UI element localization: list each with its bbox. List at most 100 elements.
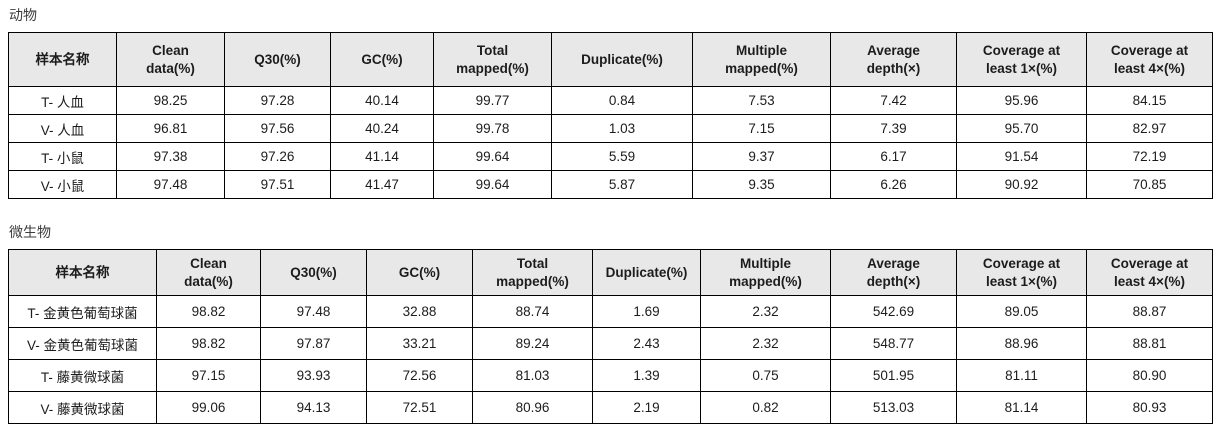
column-header-duplicate: Duplicate(%) — [592, 249, 701, 296]
table-cell: 2.32 — [700, 327, 831, 360]
table-cell: 9.35 — [692, 170, 831, 199]
column-header-coverage-1x: Coverage at least 1×(%) — [956, 249, 1087, 296]
table-cell: 1.03 — [551, 114, 693, 143]
table-cell: 2.19 — [592, 391, 701, 424]
table-cell: 1.69 — [592, 295, 701, 328]
table-cell: 7.39 — [830, 114, 957, 143]
column-header-sample-name: 样本名称 — [8, 32, 117, 87]
table-cell: 40.24 — [330, 114, 434, 143]
table-cell: 80.96 — [472, 391, 593, 424]
column-header-total-mapped: Total mapped(%) — [472, 249, 593, 296]
table-cell: 95.70 — [956, 114, 1087, 143]
column-header-multiple-mapped: Multiple mapped(%) — [700, 249, 831, 296]
table-cell: 97.38 — [116, 142, 225, 171]
table-cell: 80.90 — [1086, 359, 1213, 392]
sample-name-cell: V- 人血 — [8, 114, 117, 143]
table-row: V- 人血 96.81 97.56 40.24 99.78 1.03 7.15 … — [8, 114, 1213, 143]
table-cell: 99.64 — [433, 142, 552, 171]
column-header-average-depth: Average depth(×) — [830, 249, 957, 296]
microbes-table: 样本名称 Clean data(%) Q30(%) GC(%) Total ma… — [8, 249, 1213, 424]
table-cell: 9.37 — [692, 142, 831, 171]
table-cell: 542.69 — [830, 295, 957, 328]
column-header-gc: GC(%) — [366, 249, 473, 296]
table-cell: 99.06 — [156, 391, 261, 424]
table-row: T- 小鼠 97.38 97.26 41.14 99.64 5.59 9.37 … — [8, 142, 1213, 171]
table-cell: 89.24 — [472, 327, 593, 360]
table-cell: 96.81 — [116, 114, 225, 143]
table-cell: 88.74 — [472, 295, 593, 328]
table-cell: 0.82 — [700, 391, 831, 424]
table-cell: 82.97 — [1086, 114, 1213, 143]
table-cell: 0.75 — [700, 359, 831, 392]
column-header-gc: GC(%) — [330, 32, 434, 87]
sample-name-cell: V- 藤黄微球菌 — [8, 391, 157, 424]
table-cell: 513.03 — [830, 391, 957, 424]
table-cell: 88.81 — [1086, 327, 1213, 360]
sample-name-cell: T- 人血 — [8, 86, 117, 115]
table-cell: 98.82 — [156, 295, 261, 328]
column-header-total-mapped: Total mapped(%) — [433, 32, 552, 87]
table-cell: 33.21 — [366, 327, 473, 360]
table-row: T- 藤黄微球菌 97.15 93.93 72.56 81.03 1.39 0.… — [8, 359, 1213, 392]
table-cell: 99.78 — [433, 114, 552, 143]
table-cell: 97.56 — [224, 114, 331, 143]
sample-name-cell: T- 藤黄微球菌 — [8, 359, 157, 392]
table-cell: 95.96 — [956, 86, 1087, 115]
table-cell: 0.84 — [551, 86, 693, 115]
table-cell: 501.95 — [830, 359, 957, 392]
sample-name-cell: V- 小鼠 — [8, 170, 117, 199]
table-cell: 94.13 — [260, 391, 367, 424]
column-header-clean-data: Clean data(%) — [156, 249, 261, 296]
table-row: T- 金黄色葡萄球菌 98.82 97.48 32.88 88.74 1.69 … — [8, 295, 1213, 328]
table-cell: 84.15 — [1086, 86, 1213, 115]
table-cell: 88.96 — [956, 327, 1087, 360]
table-cell: 41.14 — [330, 142, 434, 171]
table-cell: 97.48 — [260, 295, 367, 328]
table-cell: 97.51 — [224, 170, 331, 199]
table-cell: 81.14 — [956, 391, 1087, 424]
microbes-header-row: 样本名称 Clean data(%) Q30(%) GC(%) Total ma… — [8, 249, 1213, 296]
table-cell: 89.05 — [956, 295, 1087, 328]
column-header-coverage-4x: Coverage at least 4×(%) — [1086, 32, 1213, 87]
table-cell: 72.51 — [366, 391, 473, 424]
table-cell: 72.56 — [366, 359, 473, 392]
animals-table-title: 动物 — [9, 7, 37, 23]
table-cell: 81.11 — [956, 359, 1087, 392]
table-cell: 81.03 — [472, 359, 593, 392]
table-cell: 1.39 — [592, 359, 701, 392]
table-cell: 5.59 — [551, 142, 693, 171]
table-cell: 70.85 — [1086, 170, 1213, 199]
sample-name-cell: T- 金黄色葡萄球菌 — [8, 295, 157, 328]
table-cell: 40.14 — [330, 86, 434, 115]
table-cell: 97.87 — [260, 327, 367, 360]
table-cell: 93.93 — [260, 359, 367, 392]
table-cell: 7.42 — [830, 86, 957, 115]
table-cell: 2.43 — [592, 327, 701, 360]
table-cell: 97.48 — [116, 170, 225, 199]
table-cell: 97.26 — [224, 142, 331, 171]
column-header-clean-data: Clean data(%) — [116, 32, 225, 87]
animals-table: 样本名称 Clean data(%) Q30(%) GC(%) Total ma… — [8, 32, 1213, 199]
table-row: V- 藤黄微球菌 99.06 94.13 72.51 80.96 2.19 0.… — [8, 391, 1213, 424]
table-cell: 2.32 — [700, 295, 831, 328]
table-row: V- 小鼠 97.48 97.51 41.47 99.64 5.87 9.35 … — [8, 170, 1213, 199]
table-cell: 88.87 — [1086, 295, 1213, 328]
table-cell: 7.15 — [692, 114, 831, 143]
table-cell: 80.93 — [1086, 391, 1213, 424]
animals-header-row: 样本名称 Clean data(%) Q30(%) GC(%) Total ma… — [8, 32, 1213, 87]
table-cell: 97.15 — [156, 359, 261, 392]
table-cell: 72.19 — [1086, 142, 1213, 171]
column-header-duplicate: Duplicate(%) — [551, 32, 693, 87]
table-cell: 98.82 — [156, 327, 261, 360]
table-cell: 99.77 — [433, 86, 552, 115]
microbes-table-title: 微生物 — [9, 224, 51, 240]
table-cell: 90.92 — [956, 170, 1087, 199]
table-cell: 98.25 — [116, 86, 225, 115]
table-cell: 6.17 — [830, 142, 957, 171]
report-page: 动物 样本名称 Clean data(%) Q30(%) GC(%) Total… — [8, 7, 1213, 424]
table-cell: 41.47 — [330, 170, 434, 199]
column-header-multiple-mapped: Multiple mapped(%) — [692, 32, 831, 87]
sample-name-cell: V- 金黄色葡萄球菌 — [8, 327, 157, 360]
column-header-coverage-4x: Coverage at least 4×(%) — [1086, 249, 1213, 296]
table-cell: 91.54 — [956, 142, 1087, 171]
